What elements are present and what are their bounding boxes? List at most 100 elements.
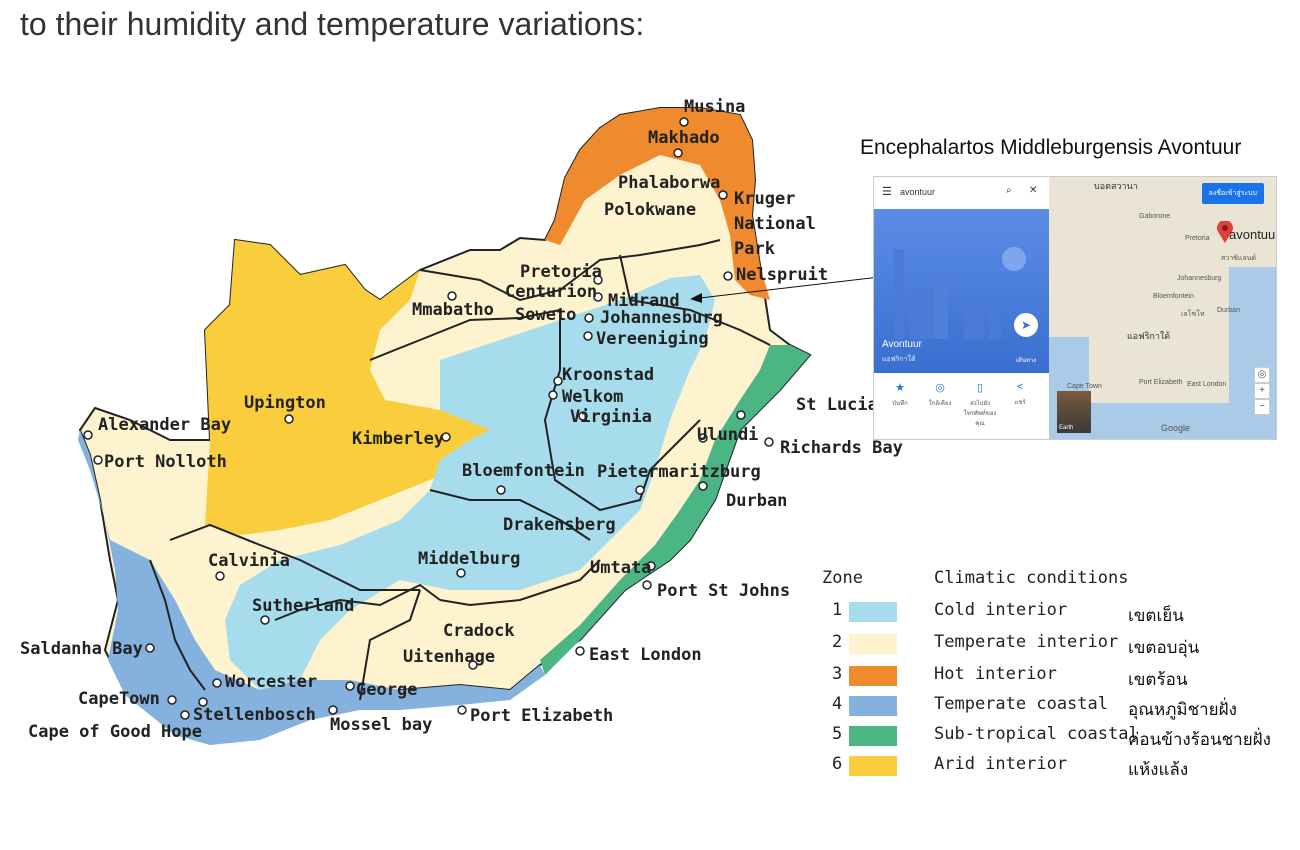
climate-legend: Zone Climatic conditions 1 Cold interior… <box>812 560 1300 790</box>
place-country: แอฟริกาใต้ <box>882 356 916 363</box>
map-label-pretoria: Pretoria <box>1185 235 1210 242</box>
map-pin-icon[interactable] <box>1215 221 1235 245</box>
map-label-east-london: East London <box>1187 381 1227 388</box>
city-label-park: Park <box>734 239 775 259</box>
map-label-capetown: Cape Town <box>1067 383 1102 390</box>
legend-label: Hot interior <box>934 664 1057 684</box>
google-logo: Google <box>1161 423 1191 433</box>
share-icon: < <box>1016 381 1024 393</box>
legend-label: Cold interior <box>934 600 1068 620</box>
ocean-south <box>1089 403 1229 439</box>
search-icon[interactable]: ⌕ <box>1006 185 1012 196</box>
city-label-johannesburg: Johannesburg <box>600 308 723 328</box>
signin-button[interactable]: ลงชื่อเข้าสู่ระบบ <box>1201 183 1264 204</box>
share-action[interactable]: < แชร์ <box>1000 381 1040 407</box>
inset-title: Encephalartos Middleburgensis Avontuur <box>860 136 1242 159</box>
nearby-action[interactable]: ◎ ใกล้เคียง <box>920 381 960 408</box>
my-location-button[interactable]: ◎ <box>1254 367 1270 383</box>
legend-row: 5 Sub-tropical coastal ค่อนข้างร้อนชายฝั… <box>812 722 1300 752</box>
city-label-pietermaritzburg: Pietermaritzburg <box>597 462 761 482</box>
city-label-saldanhabay: Saldanha Bay <box>20 639 143 659</box>
city-label-midrand: Midrand <box>608 291 680 311</box>
city-label-umtata: Umtata <box>590 558 651 578</box>
city-label-kimberley: Kimberley <box>352 429 444 449</box>
zone-hot-interior <box>545 108 770 300</box>
legend-row: 2 Temperate interior เขตอบอุ่น <box>812 630 1300 660</box>
map-label-south-africa: แอฟริกาใต้ <box>1127 331 1171 341</box>
city-markers <box>83 117 774 720</box>
zone-cold-interior <box>225 275 715 690</box>
map-view[interactable]: ลงชื่อเข้าสู่ระบบ บอตสวานา Gaborone Pret… <box>1049 177 1276 439</box>
search-bar[interactable]: ☰ avontuur ⌕ ✕ <box>874 177 1049 210</box>
city-label-richardsbay: Richards Bay <box>780 438 903 458</box>
legend-zone-header: Zone <box>822 568 863 588</box>
legend-thai-label: อุณหภูมิชายฝั่ง <box>1128 700 1237 720</box>
map-label-eswatini: สวาซิแลนด์ <box>1221 255 1257 262</box>
map-label-lesotho: เลโซโท <box>1181 311 1205 318</box>
zone-subtropical-coastal <box>540 345 810 675</box>
city-label-polokwane: Polokwane <box>604 200 696 220</box>
city-label-kruger: Kruger <box>734 189 795 209</box>
city-label-ulundi: Ulundi <box>697 425 758 445</box>
legend-label: Arid interior <box>934 754 1068 774</box>
legend-swatch-cold-interior <box>849 602 897 622</box>
send-to-phone-action[interactable]: ▯ ส่งไปยังโทรศัพท์ของคุณ <box>960 381 1000 428</box>
city-label-upington: Upington <box>244 393 326 413</box>
city-label-kroonstad: Kroonstad <box>562 365 654 385</box>
city-label-welkom: Welkom <box>562 387 623 407</box>
city-label-middelburg: Middelburg <box>418 549 520 569</box>
zoom-in-button[interactable]: + <box>1254 383 1270 399</box>
map-label-durban: Durban <box>1217 307 1240 314</box>
earth-view-toggle[interactable]: Earth <box>1057 391 1091 433</box>
legend-swatch-temperate-interior <box>849 634 897 654</box>
legend-thai-label: เขตเย็น <box>1128 606 1184 626</box>
city-label-musina: Musina <box>684 97 745 117</box>
city-label-portelizabeth: Port Elizabeth <box>470 706 613 726</box>
legend-zone-number: 1 <box>832 600 843 620</box>
city-label-national: National <box>734 214 816 234</box>
legend-label: Temperate interior <box>934 632 1119 652</box>
city-label-vereeniging: Vereeniging <box>596 329 709 349</box>
city-label-pretoria: Pretoria <box>520 262 602 282</box>
legend-thai-label: เขตอบอุ่น <box>1128 638 1200 658</box>
directions-label: เส้นทาง <box>1016 358 1037 364</box>
city-label-nelspruit: Nelspruit <box>736 265 828 285</box>
zoom-out-button[interactable]: − <box>1254 399 1270 415</box>
directions-button[interactable]: ➤ <box>1014 313 1038 337</box>
zone-temperate-coastal <box>78 430 545 745</box>
close-icon[interactable]: ✕ <box>1029 185 1038 196</box>
zone-arid-interior <box>205 240 490 535</box>
city-label-mmabatho: Mmabatho <box>412 300 494 320</box>
legend-zone-number: 5 <box>832 724 843 744</box>
search-input[interactable]: avontuur <box>900 187 936 197</box>
legend-swatch-arid-interior <box>849 756 897 776</box>
city-label-phalaborwa: Phalaborwa <box>618 173 720 193</box>
legend-thai-label: ค่อนข้างร้อนชายฝั่ง <box>1128 730 1271 750</box>
legend-zone-number: 3 <box>832 664 843 684</box>
city-labels: Musina Makhado Phalaborwa Polokwane Krug… <box>20 97 903 742</box>
menu-icon[interactable]: ☰ <box>882 186 892 198</box>
pin-label: avontuur <box>1229 227 1277 242</box>
city-label-portstjohns: Port St Johns <box>657 581 790 601</box>
city-skyline-illustration <box>894 247 1026 339</box>
city-label-calvinia: Calvinia <box>208 551 290 571</box>
city-label-makhado: Makhado <box>648 128 720 148</box>
google-maps-inset: ☰ avontuur ⌕ ✕ Avontuur แอฟริกาใต้ ➤ เส้… <box>873 176 1277 440</box>
city-label-durban: Durban <box>726 491 787 511</box>
city-label-centurion: Centurion <box>505 282 597 302</box>
city-label-george: George <box>356 680 417 700</box>
legend-zone-number: 6 <box>832 754 843 774</box>
star-icon: ★ <box>895 382 905 394</box>
city-label-cradock: Cradock <box>443 621 515 641</box>
save-action[interactable]: ★ บันทึก <box>880 381 920 408</box>
city-label-worcester: Worcester <box>225 672 317 692</box>
legend-row: 6 Arid interior แห้งแล้ง <box>812 752 1300 782</box>
legend-zone-number: 2 <box>832 632 843 652</box>
nearby-icon: ◎ <box>935 382 945 394</box>
map-label-botswana: บอตสวานา <box>1094 181 1138 191</box>
page-heading: to their humidity and temperature variat… <box>20 6 645 42</box>
city-label-capetown: CapeTown <box>78 689 160 709</box>
map-label-bloemfontein: Bloemfontein <box>1153 293 1194 300</box>
place-panel: ☰ avontuur ⌕ ✕ Avontuur แอฟริกาใต้ ➤ เส้… <box>874 177 1049 439</box>
